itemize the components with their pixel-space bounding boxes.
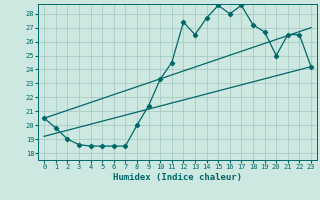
X-axis label: Humidex (Indice chaleur): Humidex (Indice chaleur) <box>113 173 242 182</box>
